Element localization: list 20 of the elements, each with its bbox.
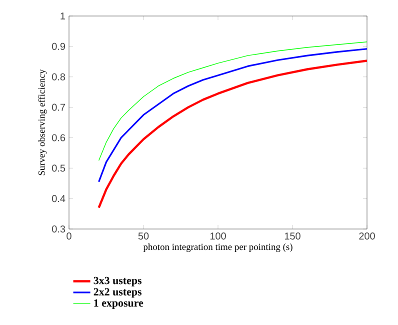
x-axis-title: photon integration time per pointing (s): [143, 243, 292, 252]
x-tick-label: 200: [359, 232, 375, 240]
y-tick-label: 0.5: [52, 164, 66, 172]
y-tick-label: 1: [60, 12, 65, 20]
y-tick-label: 0.4: [52, 195, 66, 202]
x-tick-label: 150: [284, 232, 300, 240]
legend-label: 2x2 usteps: [94, 288, 142, 298]
x-tick-label: 50: [138, 232, 149, 240]
y-tick-label: 0.6: [52, 134, 66, 142]
line-series: [98, 42, 367, 161]
y-tick-label: 0.9: [52, 42, 66, 50]
y-tick-label: 0.7: [52, 104, 65, 111]
x-tick-label: 100: [210, 232, 226, 240]
y-axis-title: Survey observing efficiency: [38, 69, 47, 176]
line-series: [98, 60, 367, 209]
legend-label: 3x3 usteps: [94, 276, 142, 286]
legend-label: 1 exposure: [94, 299, 144, 309]
x-tick-label: 0: [66, 232, 72, 240]
y-tick-label: 0.8: [52, 73, 66, 80]
y-tick-label: 0.3: [52, 225, 66, 233]
